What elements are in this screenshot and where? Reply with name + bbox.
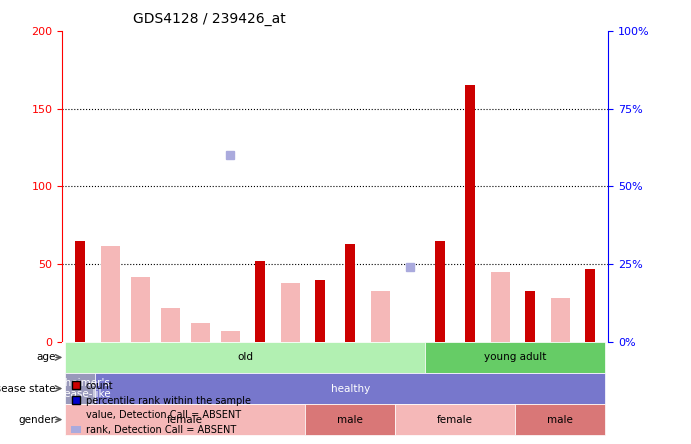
- Bar: [75, 241, 86, 342]
- Bar: [525, 291, 536, 342]
- Text: female: female: [167, 415, 203, 424]
- Bar: [65, 342, 425, 373]
- Bar: [465, 86, 475, 342]
- Bar: [281, 283, 300, 342]
- Bar: [491, 272, 509, 342]
- Bar: [551, 298, 569, 342]
- Bar: [65, 373, 95, 404]
- Bar: [65, 404, 305, 435]
- Text: Alzheimer's
disease-like: Alzheimer's disease-like: [49, 378, 111, 399]
- Bar: [515, 404, 605, 435]
- Bar: [585, 269, 596, 342]
- Bar: [305, 404, 395, 435]
- Bar: [425, 342, 605, 373]
- Text: young adult: young adult: [484, 353, 547, 362]
- Text: gender: gender: [18, 415, 55, 424]
- Text: age: age: [36, 353, 55, 362]
- Text: disease state: disease state: [0, 384, 55, 393]
- Bar: [161, 308, 180, 342]
- Bar: [435, 241, 446, 342]
- Text: GDS4128 / 239426_at: GDS4128 / 239426_at: [133, 12, 286, 26]
- Text: old: old: [237, 353, 253, 362]
- Legend: count, percentile rank within the sample, value, Detection Call = ABSENT, rank, : count, percentile rank within the sample…: [67, 377, 254, 439]
- Bar: [131, 277, 150, 342]
- Bar: [220, 331, 240, 342]
- Text: male: male: [547, 415, 573, 424]
- Text: male: male: [337, 415, 363, 424]
- Bar: [255, 261, 265, 342]
- Bar: [345, 244, 355, 342]
- Bar: [191, 323, 209, 342]
- Text: healthy: healthy: [330, 384, 370, 393]
- Bar: [395, 404, 515, 435]
- Bar: [101, 246, 120, 342]
- Text: female: female: [437, 415, 473, 424]
- Bar: [315, 280, 325, 342]
- Bar: [370, 291, 390, 342]
